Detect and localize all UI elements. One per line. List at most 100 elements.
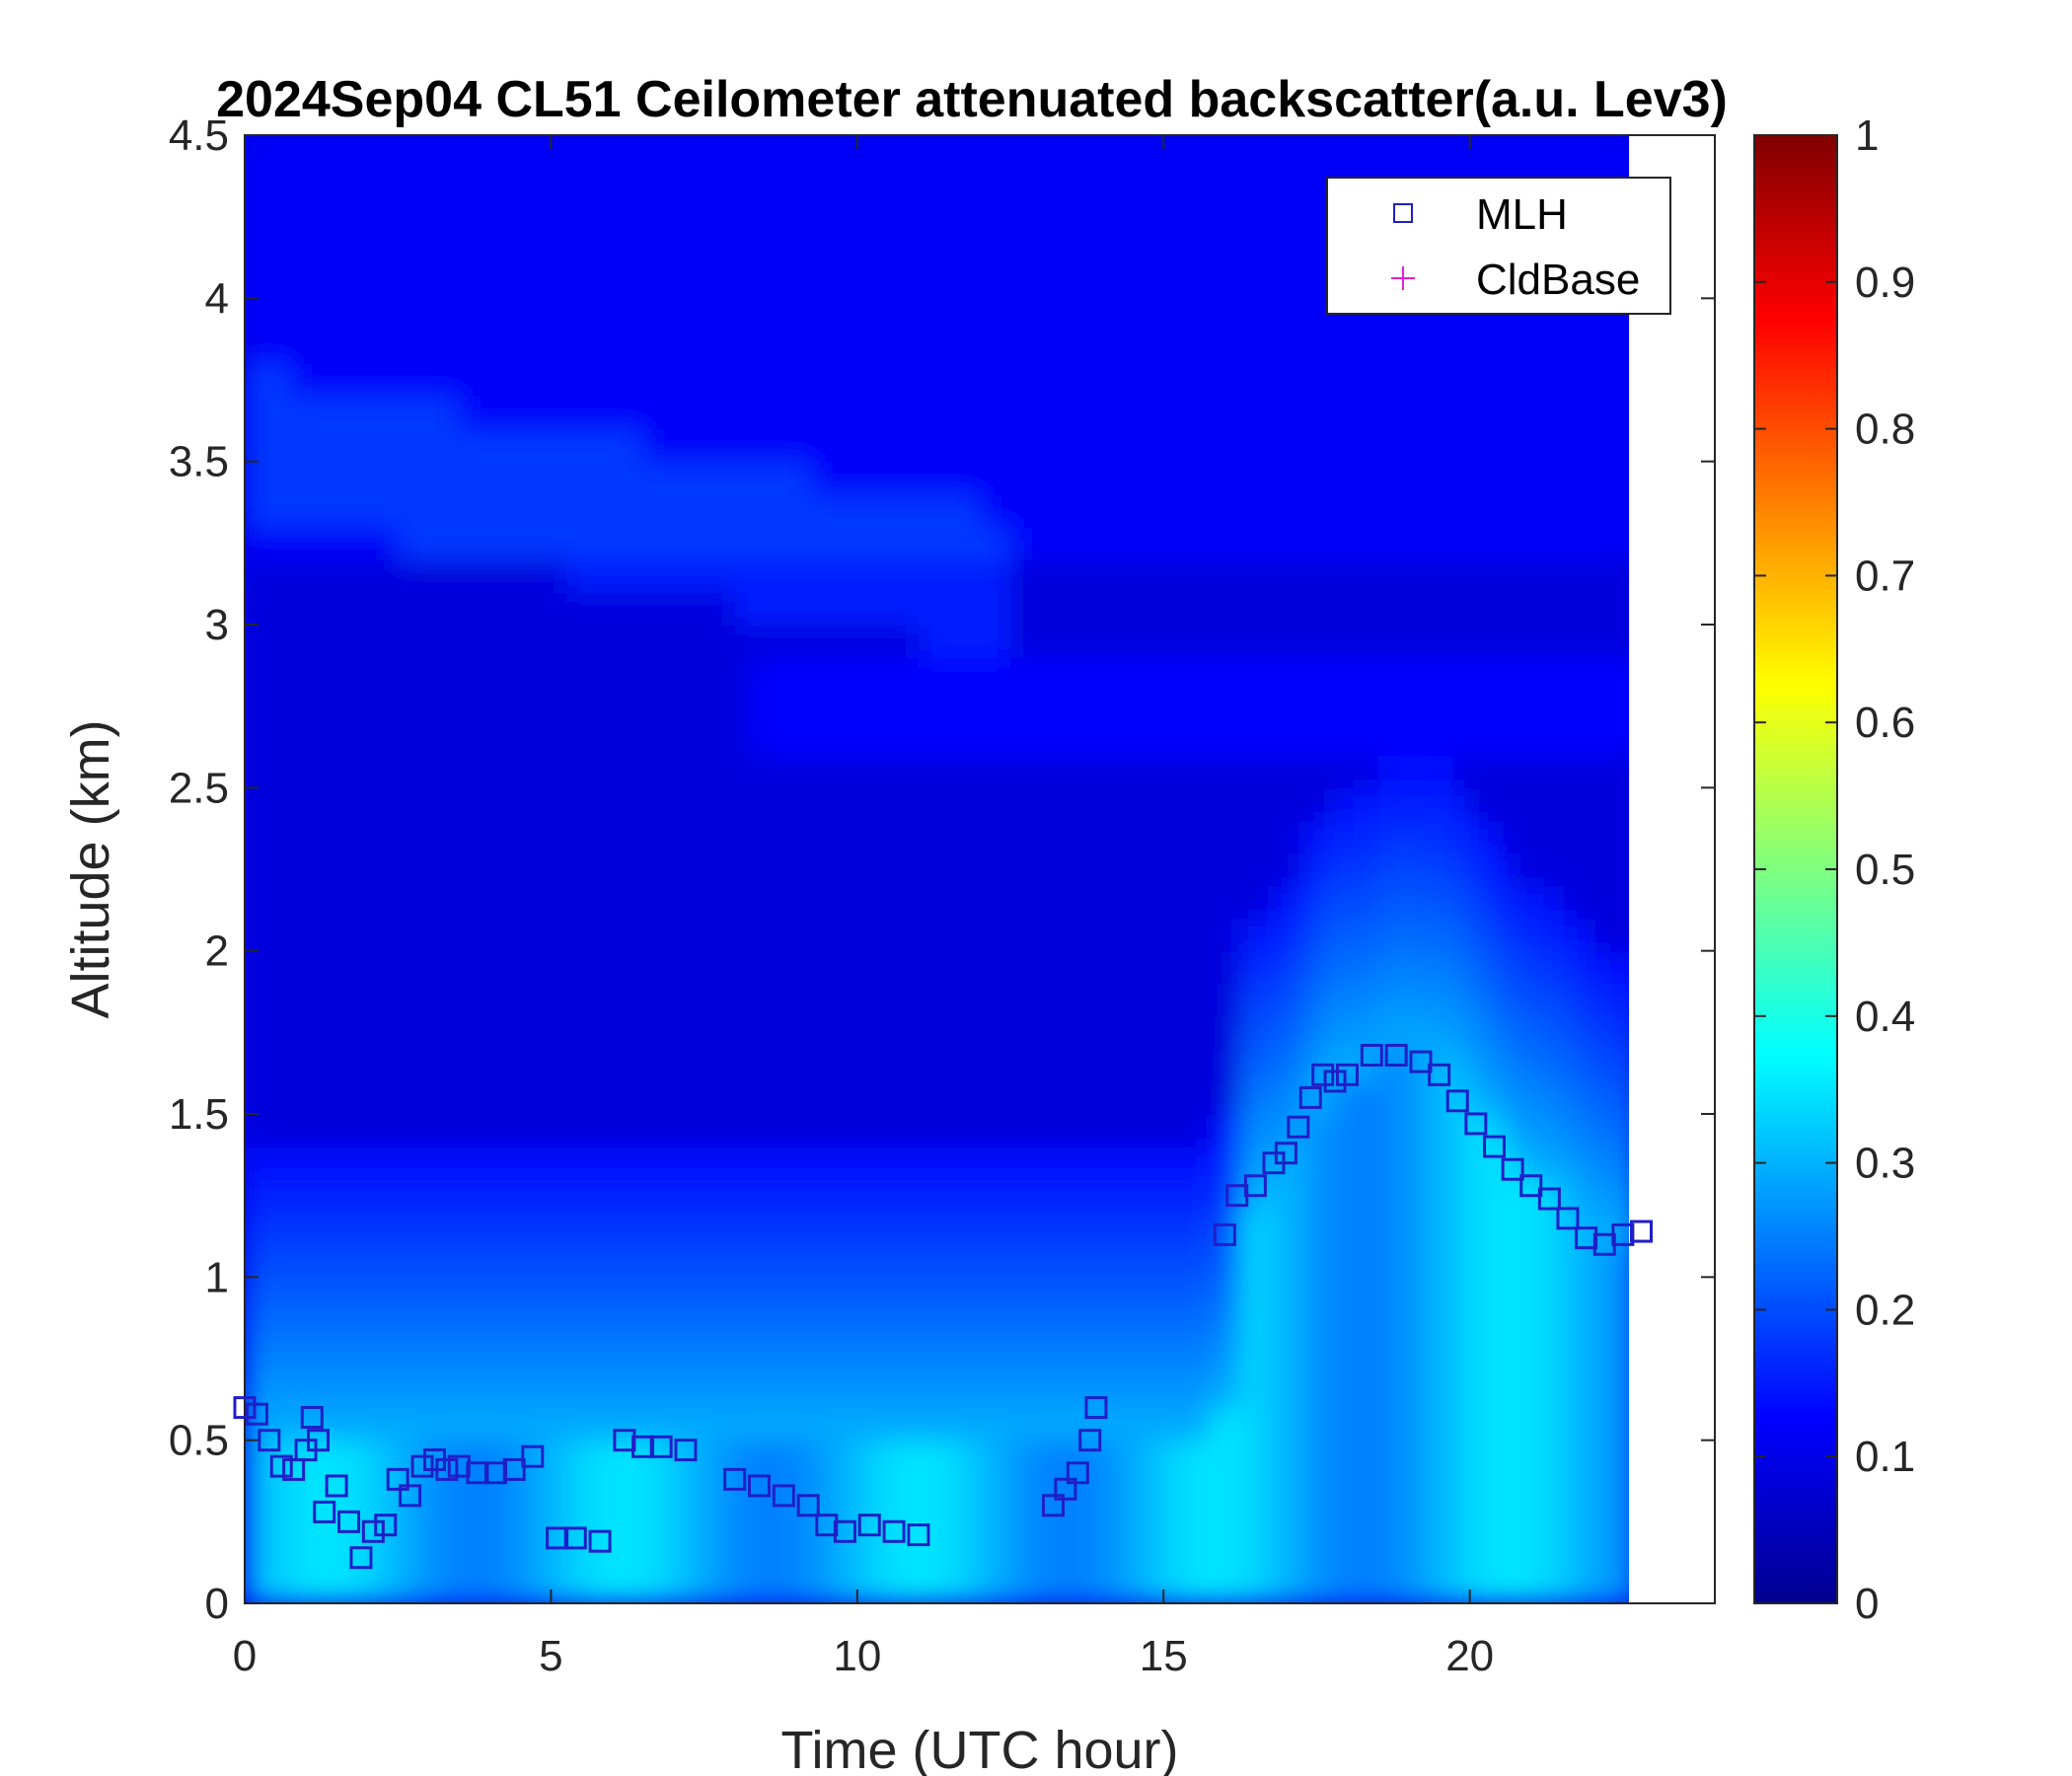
mlh-marker: [1556, 1207, 1580, 1230]
legend-mlh-label: MLH: [1476, 190, 1568, 239]
mlh-marker: [307, 1429, 330, 1452]
mlh-marker: [833, 1519, 856, 1543]
mlh-marker: [1519, 1174, 1543, 1198]
colorbar-tick-label: 0.7: [1855, 552, 1915, 600]
mlh-marker: [1287, 1115, 1310, 1139]
mlh-marker: [337, 1510, 361, 1533]
legend-cldbase-marker: [1391, 266, 1415, 290]
mlh-marker: [1323, 1070, 1347, 1093]
mlh-marker: [1243, 1174, 1267, 1198]
mlh-marker: [399, 1484, 422, 1508]
mlh-marker: [748, 1474, 771, 1498]
mlh-marker: [374, 1514, 398, 1537]
colorbar-tick-label: 1: [1855, 111, 1879, 160]
colorbar-tick-label: 0.5: [1855, 846, 1915, 894]
y-axis-label: Altitude (km): [61, 719, 120, 1018]
mlh-marker: [1360, 1043, 1383, 1067]
mlh-marker: [1078, 1429, 1102, 1452]
mlh-marker: [1054, 1477, 1077, 1501]
mlh-marker: [282, 1457, 306, 1481]
mlh-marker: [674, 1439, 698, 1462]
y-tick-label: 1.5: [169, 1090, 229, 1139]
mlh-marker: [325, 1474, 348, 1498]
colorbar-tick-label: 0: [1855, 1580, 1879, 1628]
mlh-marker: [1084, 1396, 1108, 1420]
plot-area: 0 5 10 15 20 0 0.5 1 1.5 2 2.5 3 3.5 4 4.5: [169, 111, 1716, 1680]
mlh-marker: [857, 1514, 881, 1537]
legend-mlh-marker: [1393, 203, 1413, 223]
mlh-marker: [907, 1523, 930, 1547]
y-tick-label: 2: [205, 927, 229, 976]
colorbar-tick-label: 0.6: [1855, 699, 1915, 747]
y-tick-label: 2.5: [169, 764, 229, 812]
colorbar-tick-label: 0.3: [1855, 1140, 1915, 1188]
x-tick-label: 20: [1445, 1632, 1494, 1680]
y-tick-label: 4: [205, 274, 229, 323]
mlh-marker: [1464, 1112, 1488, 1136]
mlh-marker: [258, 1429, 281, 1452]
y-tick-label: 3: [205, 601, 229, 649]
mlh-marker: [1336, 1063, 1359, 1086]
x-axis-label: Time (UTC hour): [780, 1721, 1178, 1776]
mlh-marker: [1501, 1157, 1524, 1181]
x-tick-label: 10: [833, 1632, 881, 1680]
mlh-marker: [723, 1467, 747, 1491]
x-tick-label: 0: [233, 1632, 257, 1680]
colorbar-tick-label: 0.1: [1855, 1433, 1915, 1481]
mlh-marker: [435, 1457, 459, 1481]
mlh-marker: [1042, 1494, 1065, 1517]
mlh-marker: [361, 1519, 385, 1543]
mlh-marker: [772, 1484, 795, 1508]
mlh-marker: [1630, 1220, 1653, 1243]
y-tick-label: 0: [205, 1580, 229, 1628]
legend-cldbase-label: CldBase: [1476, 256, 1640, 304]
y-tick-label: 4.5: [169, 111, 229, 160]
colorbar-tick-label: 0.8: [1855, 406, 1915, 454]
legend: MLH CldBase: [1326, 177, 1671, 315]
mlh-marker: [269, 1454, 293, 1478]
legend-box: [1326, 177, 1671, 315]
mlh-marker: [386, 1467, 409, 1491]
mlh-series: [233, 1043, 1653, 1570]
x-axis-ticks: 0 5 10 15 20: [233, 135, 1494, 1680]
backscatter-heatmap: [245, 135, 1630, 1603]
mlh-marker: [588, 1529, 612, 1553]
x-tick-label: 5: [539, 1632, 562, 1680]
x-tick-label: 15: [1140, 1632, 1188, 1680]
mlh-marker: [300, 1406, 324, 1430]
mlh-marker: [410, 1454, 434, 1478]
mlh-marker: [1298, 1085, 1322, 1109]
mlh-marker: [245, 1402, 268, 1426]
mlh-marker: [1483, 1135, 1506, 1158]
colorbar-tick-label: 0.4: [1855, 993, 1915, 1041]
mlh-marker: [502, 1457, 526, 1481]
mlh-marker: [563, 1526, 587, 1550]
mlh-marker: [882, 1519, 906, 1543]
mlh-marker: [1274, 1142, 1297, 1165]
mlh-marker: [1213, 1222, 1236, 1246]
y-axis-ticks: 0 0.5 1 1.5 2 2.5 3 3.5 4 4.5: [169, 111, 1715, 1628]
chart-title: 2024Sep04 CL51 Ceilometer attenuated bac…: [216, 71, 1728, 128]
mlh-marker: [1409, 1050, 1433, 1073]
mlh-marker: [313, 1500, 336, 1523]
colorbar: 0 0.1 0.2 0.3 0.4 0.5 0.6 0.7 0.8 0.9 1: [1753, 111, 1915, 1628]
mlh-marker: [1384, 1043, 1408, 1067]
colorbar-ticks: 0 0.1 0.2 0.3 0.4 0.5 0.6 0.7 0.8 0.9 1: [1754, 111, 1915, 1628]
y-tick-label: 3.5: [169, 438, 229, 486]
y-tick-label: 0.5: [169, 1417, 229, 1465]
mlh-marker: [1066, 1461, 1089, 1485]
y-tick-label: 1: [205, 1253, 229, 1301]
mlh-marker: [1311, 1063, 1335, 1086]
colorbar-gradient: [1753, 134, 1838, 1604]
colorbar-tick-label: 0.2: [1855, 1286, 1915, 1334]
mlh-marker: [649, 1435, 673, 1458]
mlh-marker: [1428, 1063, 1451, 1086]
colorbar-tick-label: 0.9: [1855, 259, 1915, 307]
mlh-marker: [1445, 1089, 1469, 1113]
mlh-marker: [349, 1546, 373, 1570]
mlh-marker: [796, 1494, 820, 1517]
plot-frame: [244, 134, 1716, 1604]
mlh-marker: [1537, 1187, 1561, 1211]
mlh-marker: [233, 1396, 257, 1420]
